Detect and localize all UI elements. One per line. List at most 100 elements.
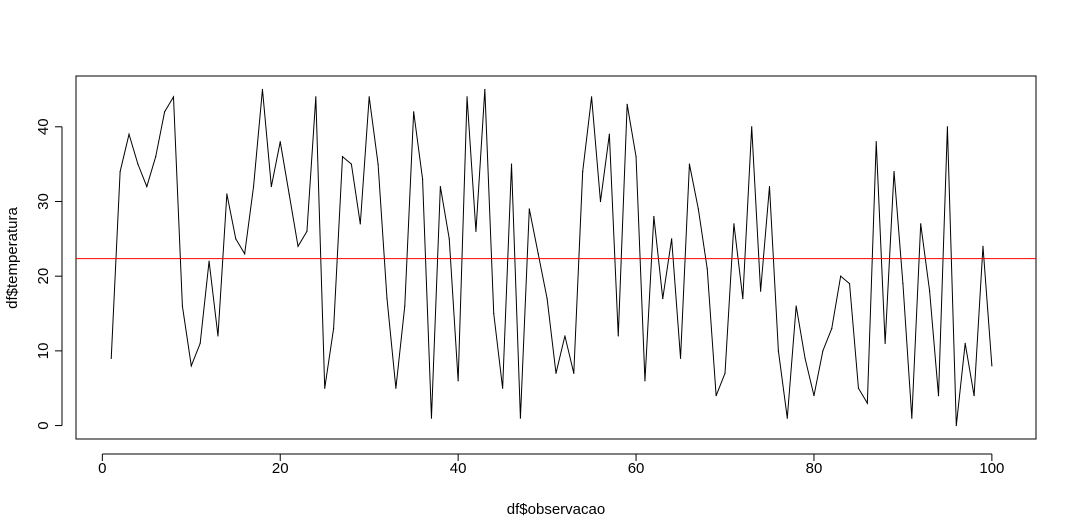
data-point <box>252 185 255 188</box>
y-tick-label: 10 <box>35 343 52 360</box>
data-point <box>155 156 157 158</box>
data-point <box>457 380 459 382</box>
data-point <box>706 268 708 270</box>
x-axis: 0 20 40 60 80 100 <box>98 453 1004 477</box>
data-point <box>937 395 940 397</box>
data-point <box>306 230 308 232</box>
data-point <box>208 260 210 262</box>
data-point <box>617 335 619 337</box>
y-axis-title: df$temperatura <box>4 206 21 308</box>
data-point <box>688 163 691 165</box>
data-point <box>715 395 717 397</box>
data-point <box>555 372 557 374</box>
data-point <box>964 342 966 344</box>
data-point <box>582 171 584 173</box>
data-point <box>742 297 744 300</box>
y-axis: 0 10 20 30 40 <box>35 118 63 430</box>
data-point <box>368 96 370 98</box>
data-point <box>679 357 682 359</box>
data-point <box>386 297 388 300</box>
data-point <box>439 185 441 188</box>
y-tick-label: 30 <box>35 193 52 210</box>
x-tick-label: 80 <box>806 460 823 477</box>
data-point <box>270 185 272 188</box>
data-point <box>190 365 192 367</box>
data-point <box>315 96 317 98</box>
data-point <box>831 327 833 330</box>
data-point <box>662 297 664 300</box>
data-point <box>137 163 139 165</box>
data-point <box>413 111 415 113</box>
data-point <box>973 395 975 397</box>
data-point <box>946 126 949 128</box>
data-point <box>110 357 112 359</box>
data-point <box>430 417 433 419</box>
plot-frame <box>75 75 1037 440</box>
data-point <box>528 208 530 210</box>
x-tick-label: 40 <box>450 460 467 477</box>
data-point <box>146 185 148 188</box>
data-point <box>608 133 610 135</box>
data-point <box>341 156 344 158</box>
data-point <box>510 163 513 165</box>
y-tick-label: 40 <box>35 118 52 135</box>
series-layer <box>76 88 1036 427</box>
data-point <box>537 253 539 255</box>
data-point <box>475 230 477 232</box>
data-point <box>848 283 851 285</box>
data-point <box>813 395 815 397</box>
data-point <box>288 193 290 195</box>
data-point <box>733 223 735 225</box>
data-point <box>119 171 121 173</box>
data-point <box>644 380 646 382</box>
data-point <box>164 111 166 113</box>
data-point <box>795 305 797 307</box>
y-tick-label: 20 <box>35 268 52 285</box>
x-tick-label: 20 <box>272 460 289 477</box>
data-point <box>857 387 860 389</box>
data-point <box>697 208 699 210</box>
data-point <box>199 342 201 344</box>
data-point <box>395 387 397 389</box>
data-point <box>359 223 361 225</box>
data-point <box>484 88 486 91</box>
data-point <box>822 350 824 352</box>
data-point <box>866 402 868 404</box>
series-line <box>110 89 993 426</box>
data-point <box>181 305 183 307</box>
data-point <box>635 156 637 158</box>
data-point <box>350 163 352 165</box>
data-point <box>929 290 931 292</box>
data-point <box>421 178 424 180</box>
x-tick-label: 60 <box>628 460 645 477</box>
data-point <box>279 141 281 143</box>
data-point <box>671 238 673 240</box>
data-point <box>786 417 788 419</box>
data-point <box>768 185 771 188</box>
data-point <box>777 350 779 352</box>
data-point <box>884 342 886 344</box>
data-point <box>751 126 753 128</box>
data-point <box>244 253 246 255</box>
data-point <box>724 372 726 374</box>
data-point <box>920 223 922 225</box>
data-point <box>377 163 379 165</box>
x-tick-label: 0 <box>98 460 106 477</box>
data-point <box>404 305 406 307</box>
data-point <box>902 283 904 285</box>
data-point <box>519 417 522 419</box>
data-point <box>564 335 566 337</box>
y-tick-label: 0 <box>35 421 52 429</box>
data-point <box>991 365 993 367</box>
data-point <box>955 424 957 427</box>
data-point <box>875 141 877 143</box>
data-point <box>128 133 130 135</box>
data-point <box>893 171 895 173</box>
data-point <box>226 193 228 195</box>
data-point <box>297 245 299 247</box>
data-point <box>493 312 495 315</box>
data-point <box>261 88 264 91</box>
data-point <box>626 103 628 105</box>
data-point <box>172 96 175 98</box>
